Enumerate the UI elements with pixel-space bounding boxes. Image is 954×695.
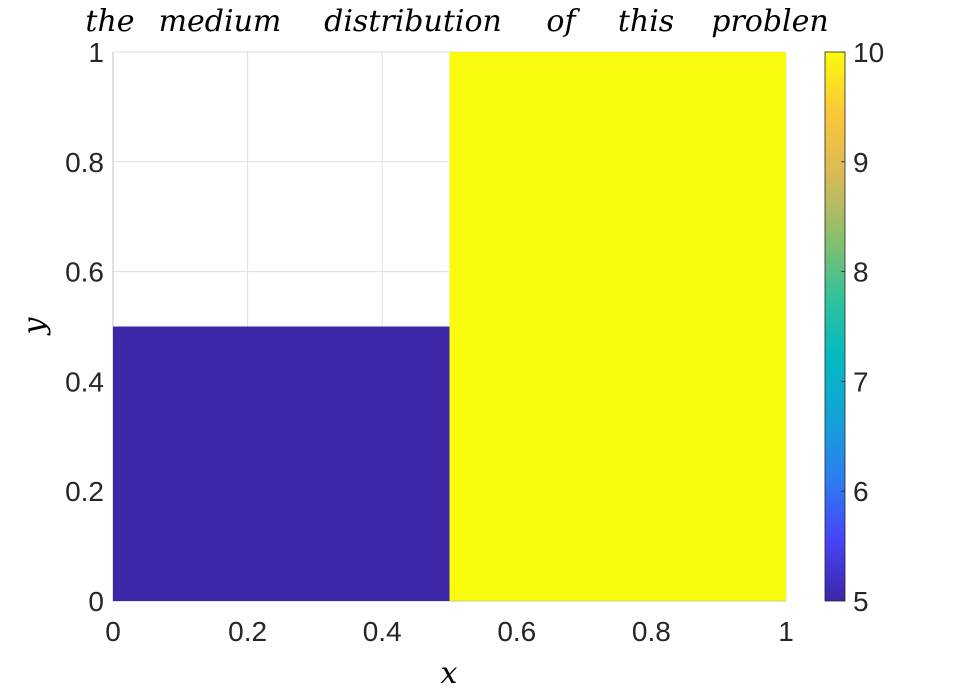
colorbar: 5 6 7 8 9 10 — [824, 37, 884, 617]
data-region — [449, 52, 786, 601]
y-tick-label: 0.2 — [65, 476, 104, 507]
title-word: problen — [711, 4, 828, 39]
colorbar-tick-label: 10 — [853, 37, 884, 68]
colorbar-tick-label: 8 — [853, 257, 869, 288]
data-region — [113, 326, 450, 601]
y-axis-ticks: 0 0.2 0.4 0.6 0.8 1 — [65, 37, 104, 617]
title-word: this — [618, 4, 674, 39]
colorbar-tick-label: 6 — [853, 476, 869, 507]
colorbar-tick-label: 9 — [853, 147, 869, 178]
colorbar-gradient — [824, 51, 846, 602]
title-word: distribution — [324, 4, 502, 39]
colorbar-tick-label: 5 — [853, 586, 869, 617]
title-word: of — [546, 4, 580, 39]
y-tick-label: 0.4 — [65, 366, 104, 397]
x-tick-label: 0.2 — [228, 616, 267, 647]
x-axis-label: x — [441, 656, 458, 691]
y-axis-label: y — [17, 316, 52, 336]
y-tick-label: 0.8 — [65, 147, 104, 178]
x-axis-ticks: 0 0.2 0.4 0.6 0.8 1 — [105, 616, 794, 647]
y-tick-label: 0 — [88, 586, 104, 617]
y-tick-label: 0.6 — [65, 257, 104, 288]
title-word: the — [85, 4, 134, 39]
x-tick-label: 0.4 — [363, 616, 402, 647]
y-tick-label: 1 — [88, 37, 104, 68]
x-tick-label: 0.6 — [497, 616, 536, 647]
x-tick-label: 0.8 — [632, 616, 671, 647]
chart-title: the medium distribution of this problen — [85, 4, 828, 39]
axes — [112, 52, 786, 602]
data-regions — [113, 52, 786, 601]
x-tick-label: 1 — [778, 616, 794, 647]
colorbar-tick-label: 7 — [853, 366, 869, 397]
title-word: medium — [159, 4, 282, 39]
x-tick-label: 0 — [105, 616, 121, 647]
